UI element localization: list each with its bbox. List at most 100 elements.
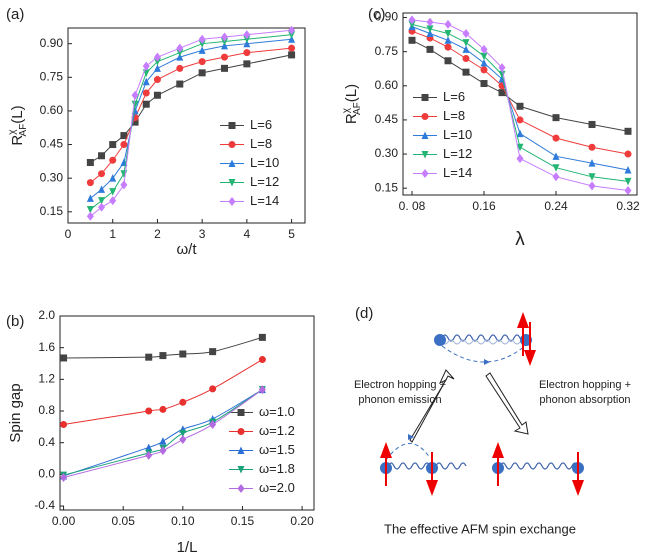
y-tick-label: 0.4 xyxy=(38,435,55,449)
marker xyxy=(179,398,187,406)
legend-label: L=6 xyxy=(443,89,465,104)
panel-label: (c) xyxy=(368,6,386,23)
marker xyxy=(237,466,245,474)
marker xyxy=(221,41,229,50)
x-axis-label: 1/L xyxy=(177,539,198,556)
process-arrow xyxy=(409,369,455,443)
x-tick-label: 1 xyxy=(109,227,116,241)
marker xyxy=(243,30,251,40)
series-line xyxy=(63,389,263,477)
y-tick-label: 1.6 xyxy=(38,340,55,354)
marker xyxy=(153,76,161,84)
y-tick-label: 0.45 xyxy=(40,137,64,151)
y-axis-label: RχAF(L) xyxy=(7,105,29,145)
legend-label: ω=1.0 xyxy=(259,404,295,419)
marker xyxy=(516,129,524,138)
marker xyxy=(624,127,632,135)
marker xyxy=(221,32,229,42)
marker xyxy=(109,156,117,164)
marker xyxy=(480,59,488,67)
y-axis-label-part: (L) xyxy=(343,84,360,102)
marker xyxy=(426,25,434,33)
marker xyxy=(131,100,139,109)
marker xyxy=(237,446,245,454)
marker xyxy=(98,170,106,178)
marker xyxy=(176,80,184,88)
marker xyxy=(480,66,488,74)
x-tick-label: 3 xyxy=(199,227,206,241)
y-axis-label: Spin gap xyxy=(7,383,24,442)
series-line xyxy=(411,19,629,191)
marker xyxy=(243,39,251,48)
marker xyxy=(421,131,429,139)
y-tick-label: 1.2 xyxy=(38,372,55,386)
marker xyxy=(421,94,429,101)
marker xyxy=(153,64,161,72)
marker xyxy=(498,70,506,79)
hop-path xyxy=(441,345,526,363)
marker xyxy=(552,164,560,172)
legend-label: ω=1.2 xyxy=(259,423,295,438)
marker xyxy=(198,58,206,66)
x-tick-label: 0.32 xyxy=(616,199,640,213)
legend-label: L=12 xyxy=(443,146,472,161)
x-tick-label: 4 xyxy=(244,227,251,241)
marker xyxy=(98,185,106,193)
marker xyxy=(228,197,236,206)
y-tick-label: 0.15 xyxy=(375,180,399,194)
series-line xyxy=(63,389,263,479)
marker xyxy=(243,60,251,68)
marker xyxy=(228,141,236,148)
marker xyxy=(624,165,632,174)
y-axis-label-part: χ xyxy=(7,129,18,135)
caption: The effective AFM spin exchange xyxy=(384,521,576,536)
legend-label: L=10 xyxy=(443,127,472,142)
marker xyxy=(142,89,150,97)
marker xyxy=(426,29,434,37)
y-tick-label: 0.90 xyxy=(375,10,399,24)
marker xyxy=(408,36,416,44)
x-axis-label: ω/t xyxy=(176,241,197,258)
marker xyxy=(421,113,429,120)
marker xyxy=(153,52,161,62)
diagram: (d) Electron hopping + phonon emission E… xyxy=(354,305,631,536)
y-tick-label: 0.8 xyxy=(38,403,55,417)
marker xyxy=(288,25,296,35)
marker xyxy=(145,443,153,451)
legend-label: L=6 xyxy=(250,117,272,132)
marker xyxy=(198,46,206,54)
marker xyxy=(421,151,429,159)
x-tick-label: 0.24 xyxy=(544,199,568,213)
marker xyxy=(588,120,596,128)
y-tick-label: 2.0 xyxy=(38,308,55,322)
marker xyxy=(176,53,184,61)
marker xyxy=(159,405,167,413)
marker xyxy=(516,116,524,124)
marker xyxy=(131,118,139,126)
marker xyxy=(228,122,236,129)
y-tick-label: -0.4 xyxy=(34,498,55,512)
marker xyxy=(60,354,68,362)
marker xyxy=(120,170,128,178)
y-axis-label-part: R xyxy=(343,113,360,124)
x-tick-label: 0.15 xyxy=(231,514,255,528)
series-line xyxy=(411,23,629,182)
marker xyxy=(179,435,187,445)
hop-arrow xyxy=(408,434,414,440)
marker xyxy=(552,134,560,142)
marker xyxy=(176,43,184,53)
marker xyxy=(408,20,416,29)
marker xyxy=(109,196,117,206)
marker xyxy=(624,150,632,158)
marker xyxy=(288,35,296,43)
y-tick-label: 0.15 xyxy=(40,204,64,218)
marker xyxy=(258,356,266,364)
marker xyxy=(480,44,488,54)
phonon-wave xyxy=(441,339,527,345)
marker xyxy=(552,172,560,182)
panel-label: (b) xyxy=(6,313,24,330)
y-axis-label-part: (L) xyxy=(9,105,26,123)
marker xyxy=(109,174,117,182)
marker xyxy=(462,55,470,62)
marker xyxy=(588,143,596,151)
